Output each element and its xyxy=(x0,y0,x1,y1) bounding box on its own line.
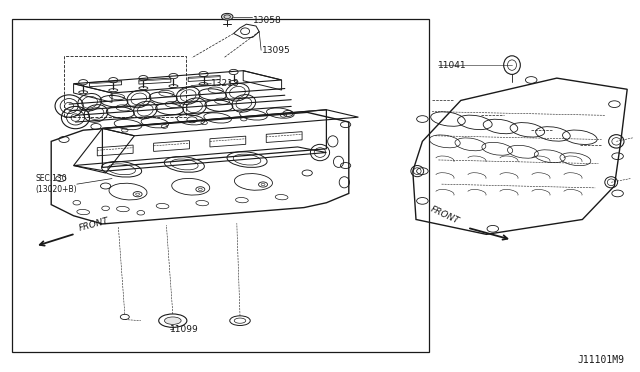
Text: 13058: 13058 xyxy=(253,16,282,25)
Text: 11099: 11099 xyxy=(170,325,198,334)
Text: J11101M9: J11101M9 xyxy=(577,355,624,365)
Bar xyxy=(12,19,429,352)
Text: FRONT: FRONT xyxy=(78,216,110,232)
Text: 11041: 11041 xyxy=(438,61,467,70)
Circle shape xyxy=(221,13,233,20)
Text: FRONT: FRONT xyxy=(429,205,461,226)
Bar xyxy=(64,56,186,117)
Text: 13095: 13095 xyxy=(262,46,291,55)
Text: 13213: 13213 xyxy=(211,79,240,88)
Text: SEC.130
(13020+B): SEC.130 (13020+B) xyxy=(35,174,77,194)
Ellipse shape xyxy=(164,317,181,324)
